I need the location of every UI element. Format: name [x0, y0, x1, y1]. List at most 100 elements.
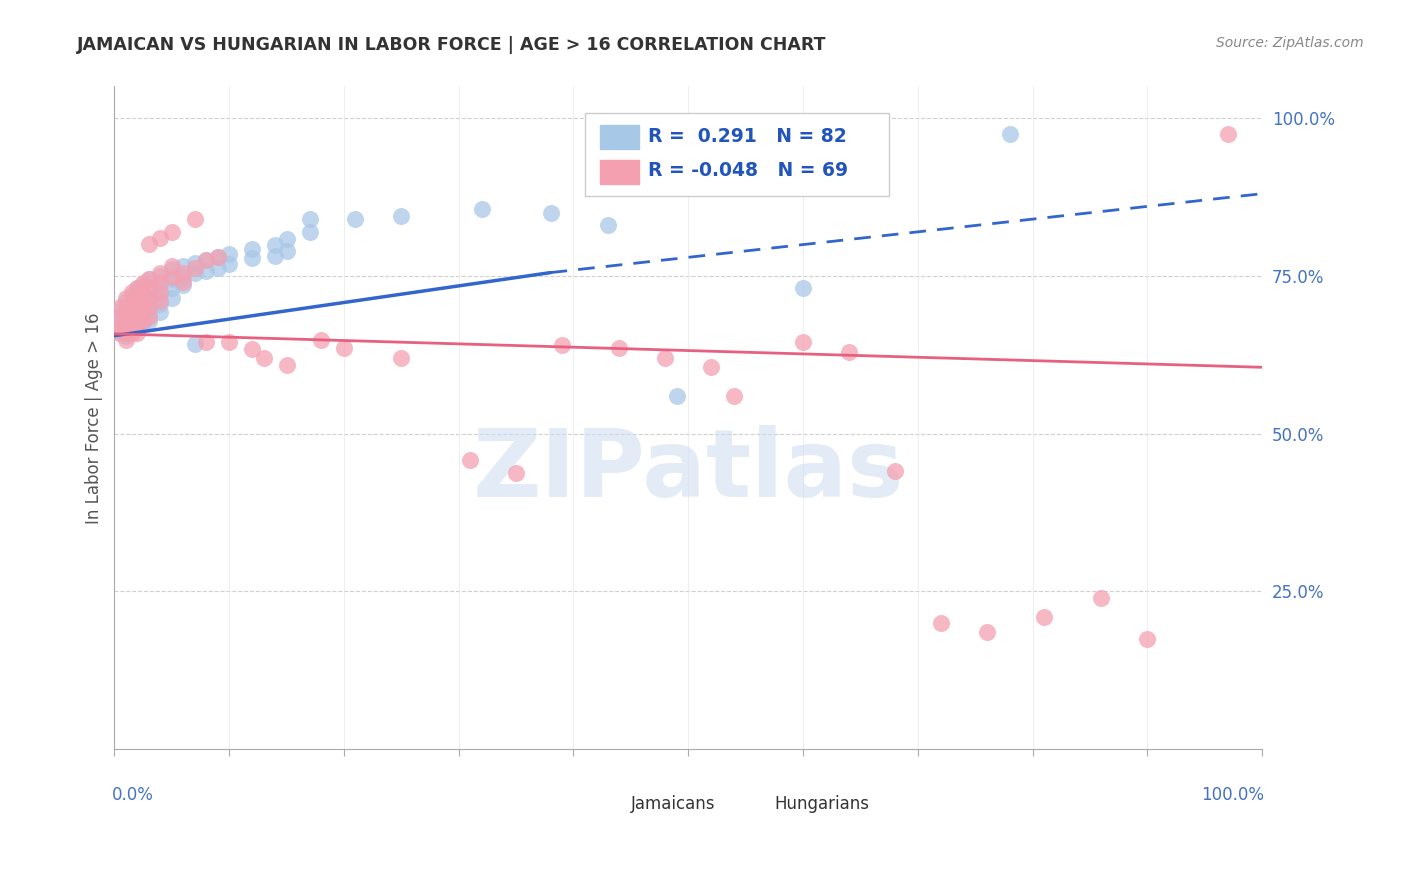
Point	[195, 252, 218, 267]
Point	[149, 287, 172, 301]
Point	[160, 272, 183, 286]
Point	[115, 301, 138, 315]
Point	[389, 351, 412, 365]
Point	[252, 351, 274, 365]
Text: Jamaicans: Jamaicans	[631, 795, 716, 813]
Point	[132, 286, 155, 301]
Point	[127, 291, 149, 305]
Point	[218, 257, 240, 271]
Point	[149, 231, 172, 245]
Point	[471, 202, 494, 217]
Y-axis label: In Labor Force | Age > 16: In Labor Force | Age > 16	[86, 312, 103, 524]
Point	[115, 310, 138, 324]
Point	[132, 304, 155, 318]
Point	[149, 293, 172, 308]
Point	[108, 310, 131, 324]
Point	[127, 317, 149, 331]
Point	[1216, 127, 1239, 141]
Point	[458, 453, 481, 467]
Point	[700, 360, 723, 375]
FancyBboxPatch shape	[595, 795, 624, 813]
FancyBboxPatch shape	[585, 113, 889, 195]
Point	[121, 303, 143, 318]
Point	[998, 127, 1021, 141]
Point	[184, 337, 207, 351]
Point	[138, 301, 160, 315]
Point	[160, 225, 183, 239]
Point	[723, 389, 745, 403]
Text: 0.0%: 0.0%	[112, 786, 155, 804]
Point	[184, 256, 207, 270]
Point	[609, 342, 631, 356]
Point	[596, 219, 619, 233]
Point	[138, 307, 160, 321]
Point	[184, 261, 207, 276]
Point	[195, 263, 218, 277]
Point	[207, 250, 229, 264]
Point	[240, 242, 263, 256]
Point	[838, 344, 860, 359]
Point	[115, 328, 138, 343]
Point	[792, 281, 814, 295]
Point	[108, 319, 131, 334]
Point	[160, 262, 183, 277]
Point	[121, 293, 143, 308]
Point	[138, 281, 160, 295]
Point	[115, 333, 138, 347]
Point	[240, 251, 263, 265]
Point	[149, 285, 172, 299]
Point	[1136, 632, 1159, 646]
Point	[127, 326, 149, 340]
Point	[138, 291, 160, 305]
Point	[149, 305, 172, 319]
Point	[132, 314, 155, 328]
Point	[108, 313, 131, 327]
Point	[505, 466, 527, 480]
Point	[121, 326, 143, 340]
Point	[127, 308, 149, 322]
FancyBboxPatch shape	[738, 795, 768, 813]
FancyBboxPatch shape	[600, 126, 638, 149]
Point	[132, 296, 155, 310]
Point	[207, 250, 229, 264]
Point	[160, 270, 183, 285]
Point	[172, 275, 194, 289]
Point	[127, 281, 149, 295]
Point	[792, 334, 814, 349]
Point	[195, 252, 218, 267]
Point	[276, 359, 298, 373]
Point	[121, 297, 143, 311]
Point	[108, 326, 131, 340]
Point	[149, 275, 172, 289]
Point	[883, 465, 905, 479]
Point	[218, 246, 240, 260]
Point	[149, 266, 172, 280]
Point	[665, 389, 688, 403]
Point	[121, 285, 143, 299]
Point	[108, 301, 131, 315]
Point	[121, 287, 143, 301]
Text: Source: ZipAtlas.com: Source: ZipAtlas.com	[1216, 36, 1364, 50]
Point	[172, 270, 194, 285]
Point	[108, 326, 131, 340]
Point	[160, 281, 183, 295]
Text: R =  0.291   N = 82: R = 0.291 N = 82	[648, 127, 846, 145]
Point	[115, 291, 138, 305]
Point	[654, 351, 676, 365]
Point	[1033, 609, 1056, 624]
Point	[132, 278, 155, 293]
Point	[264, 248, 287, 262]
Point	[138, 281, 160, 295]
Point	[138, 272, 160, 286]
Text: JAMAICAN VS HUNGARIAN IN LABOR FORCE | AGE > 16 CORRELATION CHART: JAMAICAN VS HUNGARIAN IN LABOR FORCE | A…	[77, 36, 827, 54]
Point	[138, 237, 160, 252]
Point	[132, 308, 155, 322]
Point	[184, 266, 207, 280]
Point	[333, 342, 356, 356]
Point	[127, 313, 149, 327]
Point	[195, 334, 218, 349]
Point	[121, 322, 143, 336]
Point	[138, 272, 160, 286]
Point	[149, 268, 172, 283]
Point	[132, 293, 155, 308]
